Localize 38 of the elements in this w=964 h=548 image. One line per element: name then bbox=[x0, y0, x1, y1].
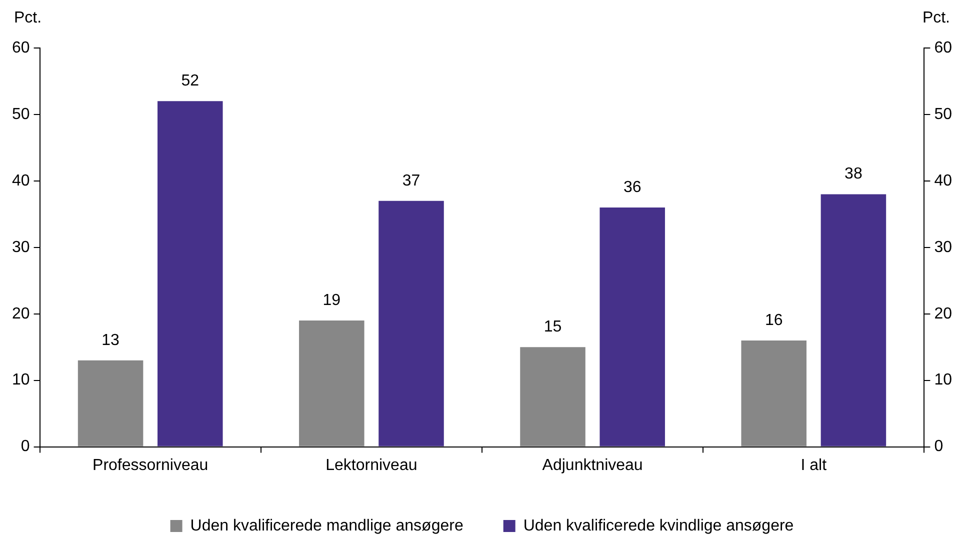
y2-tick-label: 40 bbox=[934, 172, 952, 190]
y-tick-label: 50 bbox=[12, 106, 30, 123]
legend-label: Uden kvalificerede kvindlige ansøgere bbox=[523, 517, 794, 534]
bar bbox=[741, 340, 806, 446]
y-tick-label: 40 bbox=[12, 172, 30, 190]
x-tick-label: I alt bbox=[800, 456, 828, 474]
y2-tick-label: 30 bbox=[934, 238, 952, 256]
x-tick-label: Lektorniveau bbox=[326, 456, 418, 474]
data-label: 38 bbox=[844, 166, 862, 183]
y2-tick-label: 10 bbox=[934, 372, 952, 389]
y-tick-label: 10 bbox=[12, 372, 30, 389]
data-label: 13 bbox=[102, 332, 120, 349]
bar bbox=[78, 360, 144, 446]
bar bbox=[158, 101, 223, 446]
y-axis-title: Pct. bbox=[14, 9, 42, 26]
bar bbox=[820, 194, 886, 446]
bar bbox=[378, 200, 444, 446]
y-tick-label: 0 bbox=[20, 438, 30, 456]
data-label: 16 bbox=[764, 312, 783, 329]
x-tick-label: Professorniveau bbox=[92, 456, 208, 474]
y-tick-label: 60 bbox=[12, 39, 30, 56]
data-label: 36 bbox=[623, 178, 642, 196]
data-label: 52 bbox=[181, 72, 200, 90]
y2-tick-label: 20 bbox=[934, 305, 952, 322]
x-tick-label: Adjunktniveau bbox=[542, 456, 643, 474]
y-tick-label: 30 bbox=[12, 238, 30, 256]
data-label: 37 bbox=[402, 172, 420, 190]
y2-tick-label: 0 bbox=[934, 438, 944, 456]
y2-tick-label: 60 bbox=[934, 39, 952, 56]
y2-axis-title: Pct. bbox=[922, 9, 950, 26]
data-label: 15 bbox=[544, 318, 562, 336]
bar bbox=[520, 347, 586, 446]
bar bbox=[600, 208, 665, 446]
bar bbox=[299, 320, 364, 446]
y2-tick-label: 50 bbox=[934, 106, 952, 123]
y-tick-label: 20 bbox=[12, 305, 30, 322]
legend-label: Uden kvalificerede mandlige ansøgere bbox=[190, 517, 464, 534]
data-label: 19 bbox=[322, 292, 341, 309]
